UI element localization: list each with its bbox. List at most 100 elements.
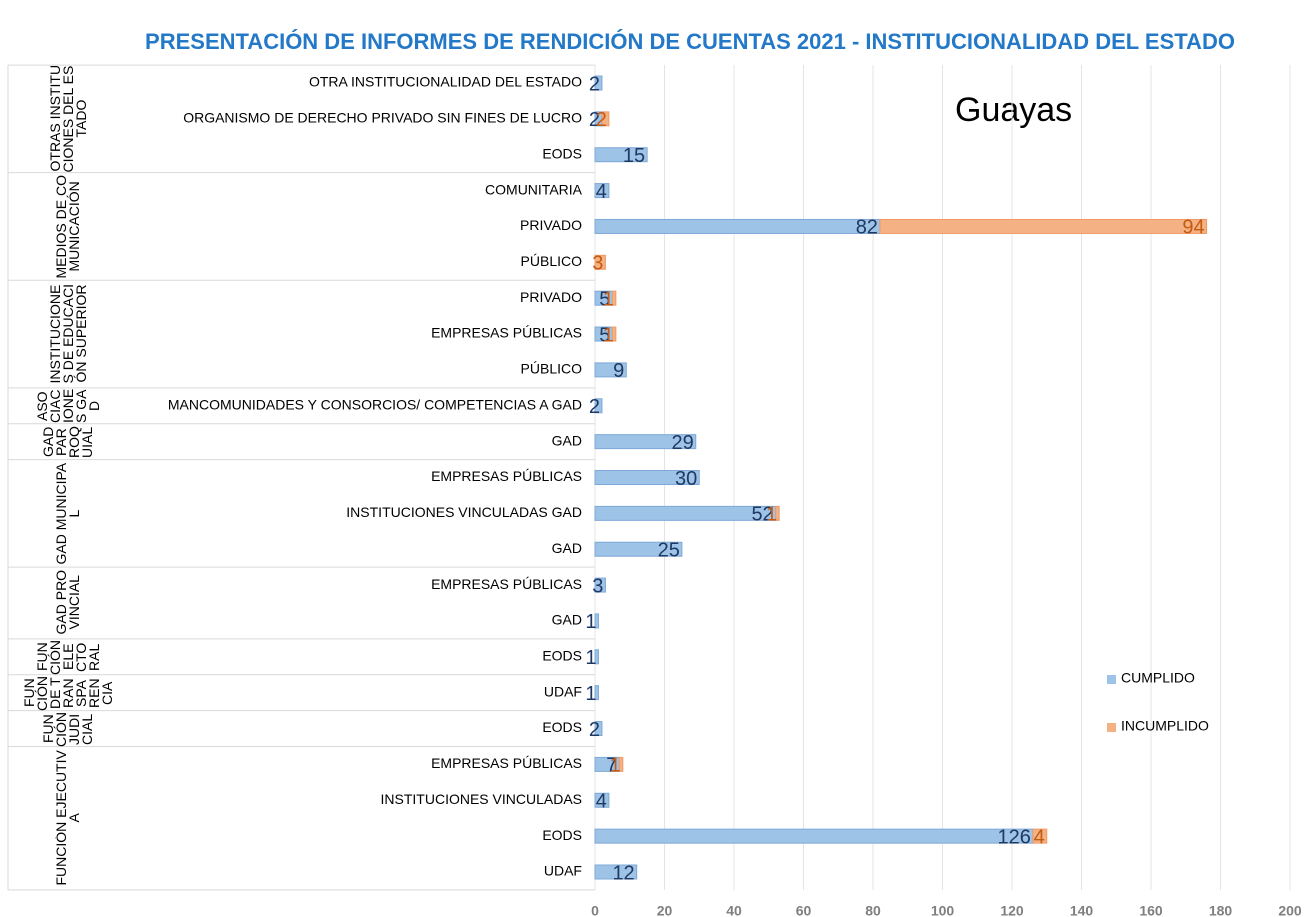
value-label: 9: [613, 360, 624, 382]
category-label: INSTITUCIONES VINCULADAS GAD: [346, 504, 582, 520]
group-cell: FUNCIÓN EJECUTIVA: [8, 746, 128, 889]
value-label: 1: [585, 647, 596, 669]
value-label: 2: [596, 109, 607, 131]
x-tick-label: 80: [865, 903, 881, 917]
value-label: 3: [592, 253, 603, 275]
category-label: EMPRESAS PÚBLICAS: [431, 468, 582, 484]
category-label: PÚBLICO: [521, 361, 583, 377]
bar-segment: [594, 792, 610, 808]
bar-segment: [594, 685, 599, 701]
category-label: EODS: [542, 648, 582, 664]
bar-segment: [1032, 828, 1048, 844]
bar-segment: [879, 218, 1208, 234]
value-label: 1: [603, 324, 614, 346]
value-label: 4: [596, 181, 607, 203]
value-label: 1: [766, 504, 777, 526]
value-label: 126: [997, 826, 1030, 848]
group-cell: GAD PROVINCIAL: [8, 567, 128, 639]
group-label: FUNCIÓN DE TRANSPARENCIA: [22, 675, 114, 711]
category-label: GAD: [552, 432, 582, 448]
group-cell: GAD MUNICIPAL: [8, 460, 128, 568]
value-label: 1: [585, 611, 596, 633]
group-label: FUNCIÓN EJECUTIVA: [55, 750, 81, 886]
category-label: PRIVADO: [520, 217, 582, 233]
bar-segment: [611, 326, 617, 342]
group-cell: ASOCIACIONES GAD: [8, 388, 128, 424]
category-label: EODS: [542, 145, 582, 161]
category-label: EMPRESAS PÚBLICAS: [431, 755, 582, 771]
value-label: 29: [672, 432, 694, 454]
value-label: 2: [589, 719, 600, 741]
value-label: 12: [612, 862, 634, 884]
x-tick-label: 100: [931, 903, 955, 917]
group-label: ASOCIACIONES GAD: [35, 388, 101, 423]
group-label: GAD MUNICIPAL: [55, 462, 81, 565]
value-label: 4: [1034, 826, 1045, 848]
bar-segment: [594, 434, 697, 450]
bar-segment: [594, 577, 606, 593]
category-label: INSTITUCIONES VINCULADAS: [381, 791, 582, 807]
value-label: 1: [603, 288, 614, 310]
bar-segment: [594, 721, 603, 737]
category-label: GAD: [552, 612, 582, 628]
value-label: 2: [589, 73, 600, 95]
bar-segment: [611, 290, 617, 306]
category-label: ORGANISMO DE DERECHO PRIVADO SIN FINES D…: [183, 110, 582, 126]
group-cell: GAD PARROQUIAL: [8, 424, 128, 460]
legend-swatch: [1107, 675, 1116, 684]
group-cell: INSTITUCIONES DE EDUCACIÓN SUPERIOR: [8, 280, 128, 388]
value-label: 1: [585, 683, 596, 705]
group-label: INSTITUCIONES DE EDUCACIÓN SUPERIOR: [48, 284, 88, 384]
bar-segment: [594, 613, 599, 629]
category-label: OTRA INSTITUCIONALIDAD DEL ESTADO: [309, 74, 582, 90]
bar-segment: [594, 541, 683, 557]
bar-segment: [594, 864, 638, 880]
value-label: 7: [606, 755, 617, 777]
category-label: EODS: [542, 827, 582, 843]
group-label: FUNCIÓN JUDICIAL: [42, 711, 94, 747]
group-cell: FUNCIÓN ELECTORAL: [8, 639, 128, 675]
group-label: FUNCIÓN ELECTORAL: [35, 639, 101, 675]
x-tick-label: 20: [657, 903, 673, 917]
value-label: 3: [592, 575, 603, 597]
value-label: 30: [675, 468, 697, 490]
group-label: MEDIOS DE COMUNICACIÓN: [55, 174, 81, 279]
category-label: GAD: [552, 540, 582, 556]
group-cell: MEDIOS DE COMUNICACIÓN: [8, 173, 128, 281]
legend-label: CUMPLIDO: [1121, 670, 1195, 686]
x-tick-label: 0: [591, 903, 599, 917]
x-tick-label: 160: [1139, 903, 1163, 917]
value-label: 4: [596, 791, 607, 813]
x-tick-label: 60: [796, 903, 812, 917]
group-cell: FUNCIÓN DE TRANSPARENCIA: [8, 675, 128, 711]
group-label: OTRAS INSTITUCIONES DEL ESTADO: [48, 65, 88, 173]
category-label: EMPRESAS PÚBLICAS: [431, 325, 582, 341]
bar-segment: [618, 756, 624, 772]
x-tick-label: 140: [1070, 903, 1094, 917]
bar-segment: [594, 362, 627, 378]
x-tick-label: 200: [1278, 903, 1302, 917]
value-label: 94: [1182, 217, 1204, 239]
value-label: 5: [599, 288, 610, 310]
x-tick-label: 40: [726, 903, 742, 917]
x-tick-label: 180: [1209, 903, 1233, 917]
category-label: EMPRESAS PÚBLICAS: [431, 576, 582, 592]
bar-segment: [594, 218, 881, 234]
group-label: GAD PARROQUIAL: [42, 425, 94, 458]
annotation: Guayas: [955, 91, 1072, 129]
value-label: 2: [589, 109, 600, 131]
bar-segment: [594, 828, 1034, 844]
category-label: EODS: [542, 719, 582, 735]
bar-segment: [594, 398, 603, 414]
bar-segment: [594, 470, 700, 485]
bar-segment: [775, 505, 780, 521]
category-label: PÚBLICO: [521, 253, 583, 269]
x-tick-label: 120: [1000, 903, 1024, 917]
category-label: UDAF: [544, 863, 582, 879]
bar-segment: [594, 75, 603, 91]
category-label: MANCOMUNIDADES Y CONSORCIOS/ COMPETENCIA…: [168, 396, 582, 412]
bar-segment: [594, 183, 610, 199]
value-label: 15: [623, 145, 645, 167]
